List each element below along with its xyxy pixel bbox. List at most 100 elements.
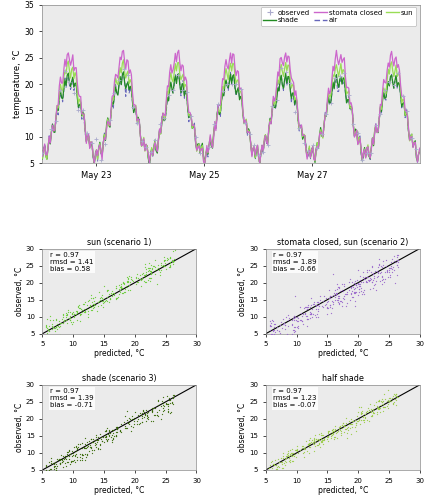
Point: [388, 268, 395, 276]
Point: [338, 424, 345, 432]
Point: [275, 456, 282, 464]
Point: [71, 310, 78, 318]
Point: [379, 400, 386, 407]
Point: [366, 400, 373, 407]
Point: [267, 336, 273, 344]
Point: [167, 254, 173, 262]
Point: [309, 305, 315, 313]
Point: [307, 303, 314, 311]
Point: [315, 301, 322, 309]
Point: [274, 336, 281, 344]
Point: [101, 298, 108, 306]
Point: [59, 458, 66, 466]
Point: [124, 408, 131, 416]
Point: [84, 442, 91, 450]
Point: [328, 430, 335, 438]
Point: [389, 392, 396, 400]
Point: [359, 416, 366, 424]
Point: [337, 427, 344, 435]
Point: [323, 300, 329, 308]
Point: [99, 436, 106, 444]
Point: [375, 262, 382, 270]
Point: [368, 278, 375, 286]
Point: [142, 270, 149, 278]
Point: [351, 302, 358, 310]
Point: [348, 290, 354, 298]
Point: [102, 426, 109, 434]
Point: [142, 260, 148, 268]
Point: [139, 418, 145, 426]
Point: [335, 426, 342, 434]
Point: [328, 426, 335, 434]
Point: [83, 441, 90, 449]
Point: [268, 331, 275, 339]
Point: [106, 294, 113, 302]
Point: [370, 270, 377, 278]
Point: [164, 255, 171, 263]
Point: [264, 142, 271, 150]
Point: [58, 451, 64, 459]
Point: [389, 399, 396, 407]
Point: [377, 400, 384, 408]
Point: [302, 445, 309, 453]
Point: [351, 284, 357, 292]
Point: [149, 404, 156, 411]
Point: [304, 316, 310, 324]
Point: [126, 286, 133, 294]
Point: [290, 316, 297, 324]
Point: [312, 305, 319, 313]
Point: [56, 331, 63, 339]
Point: [100, 295, 106, 303]
Point: [315, 298, 321, 306]
Point: [42, 322, 49, 330]
Point: [149, 406, 156, 413]
Point: [73, 447, 79, 455]
Point: [332, 291, 339, 299]
Point: [64, 452, 70, 460]
Point: [70, 313, 77, 321]
Point: [345, 416, 352, 424]
Point: [344, 290, 351, 298]
Point: [105, 286, 112, 294]
Point: [288, 451, 295, 459]
Point: [303, 303, 310, 311]
Title: stomata closed, sun (scenario 2): stomata closed, sun (scenario 2): [277, 238, 408, 247]
Point: [360, 412, 366, 420]
Point: [122, 412, 128, 420]
Point: [83, 302, 90, 310]
Point: [126, 280, 132, 288]
Point: [110, 432, 117, 440]
Point: [274, 326, 281, 334]
Point: [157, 270, 164, 278]
Point: [67, 316, 73, 324]
Point: [338, 432, 345, 440]
Point: [352, 288, 359, 296]
Point: [371, 272, 378, 280]
Point: [326, 427, 333, 435]
Point: [374, 408, 381, 416]
Point: [43, 466, 50, 473]
Point: [73, 443, 79, 451]
Point: [361, 275, 368, 283]
Point: [76, 440, 83, 448]
Point: [346, 278, 352, 286]
Point: [363, 273, 370, 281]
Point: [332, 296, 338, 304]
Point: [150, 404, 156, 412]
X-axis label: predicted, °C: predicted, °C: [318, 350, 368, 358]
Point: [356, 416, 363, 424]
Point: [348, 284, 354, 292]
Point: [153, 411, 160, 419]
Point: [345, 426, 352, 434]
Point: [102, 436, 109, 444]
Point: [267, 318, 274, 326]
Point: [155, 412, 162, 420]
Point: [117, 420, 124, 428]
Point: [135, 410, 142, 418]
Point: [170, 400, 176, 407]
Point: [270, 462, 277, 469]
Point: [156, 406, 163, 414]
Point: [272, 465, 279, 473]
Point: [310, 310, 316, 318]
Point: [269, 336, 276, 344]
